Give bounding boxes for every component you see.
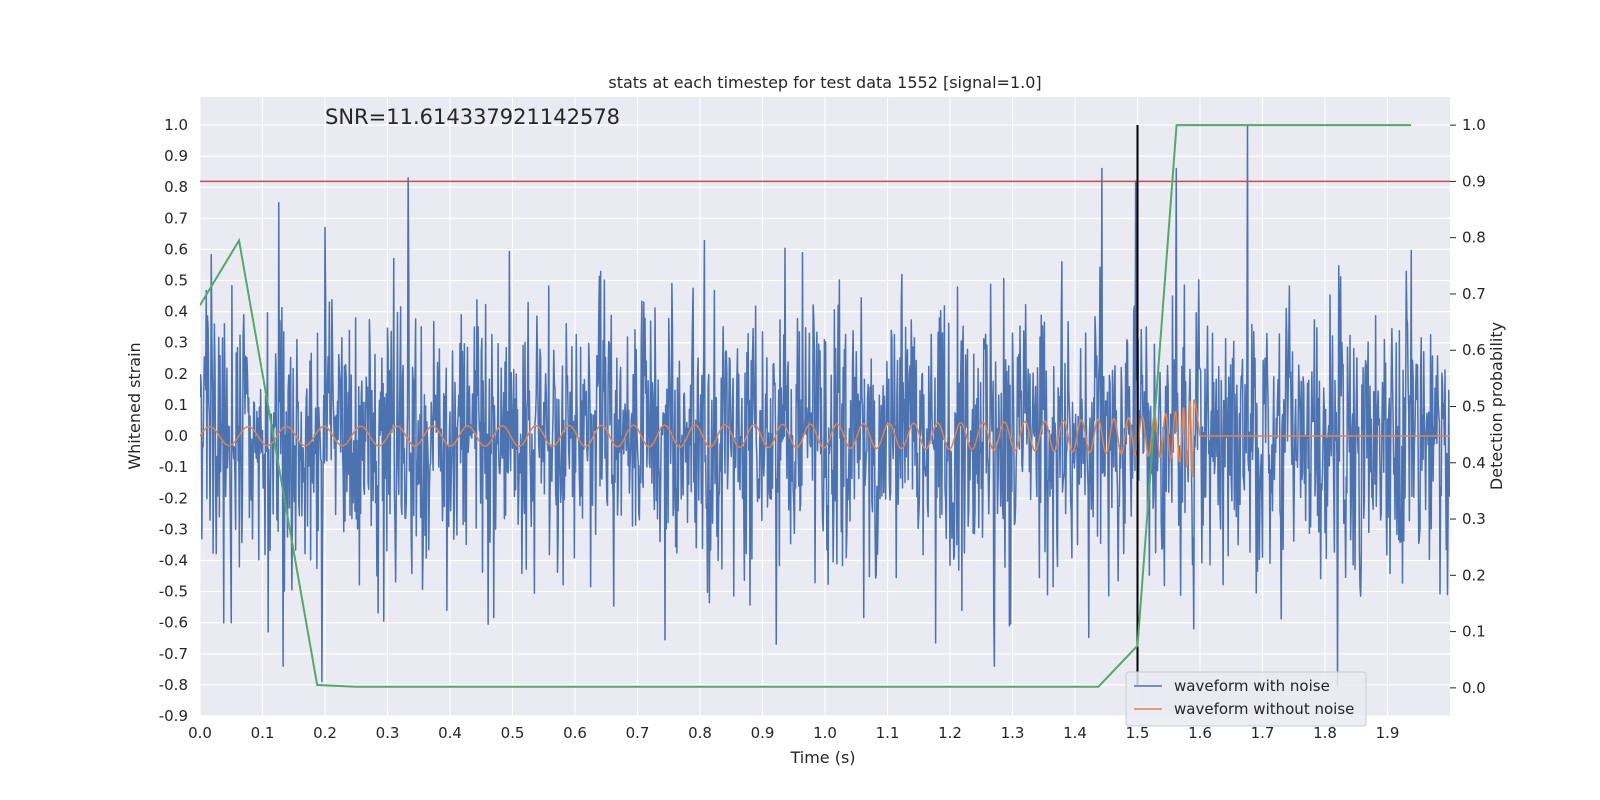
y-right-tick-label: 0.0 [1462, 679, 1486, 697]
x-tick-label: 1.5 [1126, 724, 1150, 742]
legend-box [1125, 671, 1367, 727]
y-tick-label: 0.5 [164, 272, 188, 290]
y-right-tick-label: 0.1 [1462, 623, 1486, 641]
series-waveform-with-noise [200, 124, 1450, 686]
x-tick-label: 0.5 [501, 724, 525, 742]
x-tick-label: 0.8 [688, 724, 712, 742]
y-right-tick-label: 0.2 [1462, 566, 1486, 584]
y-right-tick-label: 0.5 [1462, 398, 1486, 416]
y-tick-label: -0.8 [159, 676, 188, 694]
y-right-tick-label: 0.4 [1462, 454, 1486, 472]
legend: waveform with noise waveform without noi… [1125, 671, 1367, 727]
y-axis-left-ticks: 1.0 0.9 0.8 0.7 0.6 0.5 0.4 0.3 0.2 0.1 0.0 -0.1 -0.… [159, 116, 188, 725]
x-tick-label: 0.0 [188, 724, 212, 742]
y-tick-label: -0.9 [159, 707, 188, 725]
y-right-tick-label: 0.7 [1462, 285, 1486, 303]
y-tick-label: 0.0 [164, 427, 188, 445]
y-tick-label: -0.5 [159, 583, 188, 601]
series-detection-probability [200, 124, 1411, 688]
y-tick-label: -0.1 [159, 458, 188, 476]
x-tick-label: 1.4 [1063, 724, 1087, 742]
y-right-tick-label: 0.8 [1462, 229, 1486, 247]
y-tick-label: 0.4 [164, 303, 188, 321]
y-tick-label: 0.9 [164, 147, 188, 165]
y-tick-label: 0.8 [164, 178, 188, 196]
y-tick-label: -0.4 [159, 551, 188, 569]
x-tick-label: 0.2 [313, 724, 337, 742]
y-tick-label: 0.1 [164, 396, 188, 414]
x-tick-label: 1.2 [938, 724, 962, 742]
x-tick-label: 1.1 [876, 724, 900, 742]
y-tick-label: 0.3 [164, 334, 188, 352]
x-tick-label: 1.7 [1251, 724, 1275, 742]
legend-label-noise: waveform with noise [1174, 677, 1330, 695]
y-right-tick-label: 0.3 [1462, 510, 1486, 528]
x-axis-label: Time (s) [789, 748, 855, 767]
x-tick-label: 1.9 [1376, 724, 1400, 742]
y-axis-right-ticks: 1.0 0.9 0.8 0.7 0.6 0.5 0.4 0.3 0.2 0.1 0.0 [1450, 116, 1486, 697]
legend-label-no-noise: waveform without noise [1174, 700, 1354, 718]
x-tick-label: 1.6 [1188, 724, 1212, 742]
y-right-tick-label: 0.9 [1462, 172, 1486, 190]
y-tick-label: 1.0 [164, 116, 188, 134]
series-waveform-without-noise [200, 399, 1450, 478]
x-tick-label: 0.9 [751, 724, 775, 742]
y-tick-label: -0.3 [159, 520, 188, 538]
y-tick-label: -0.6 [159, 614, 188, 632]
y-tick-label: -0.2 [159, 489, 188, 507]
x-tick-label: 0.6 [563, 724, 587, 742]
x-axis-ticks: 0.0 0.1 0.2 0.3 0.4 0.5 0.6 0.7 0.8 0.9 1.0 1.1 1.2 1… [188, 724, 1399, 742]
x-tick-label: 0.1 [251, 724, 275, 742]
y-tick-label: 0.6 [164, 240, 188, 258]
y-right-tick-label: 0.6 [1462, 341, 1486, 359]
y-right-tick-label: 1.0 [1462, 116, 1486, 134]
series-area [200, 124, 1450, 688]
x-tick-label: 1.3 [1001, 724, 1025, 742]
x-tick-label: 0.7 [626, 724, 650, 742]
chart-title: stats at each timestep for test data 155… [608, 73, 1041, 92]
x-tick-label: 0.3 [376, 724, 400, 742]
y-tick-label: 0.2 [164, 365, 188, 383]
x-tick-label: 1.0 [813, 724, 837, 742]
x-tick-label: 0.4 [438, 724, 462, 742]
x-tick-label: 1.8 [1313, 724, 1337, 742]
y-axis-label: Whitened strain [125, 342, 144, 469]
y-tick-label: 0.7 [164, 209, 188, 227]
y-axis-right-label: Detection probability [1487, 322, 1506, 490]
y-tick-label: -0.7 [159, 645, 188, 663]
snr-annotation: SNR=11.614337921142578 [325, 105, 620, 129]
